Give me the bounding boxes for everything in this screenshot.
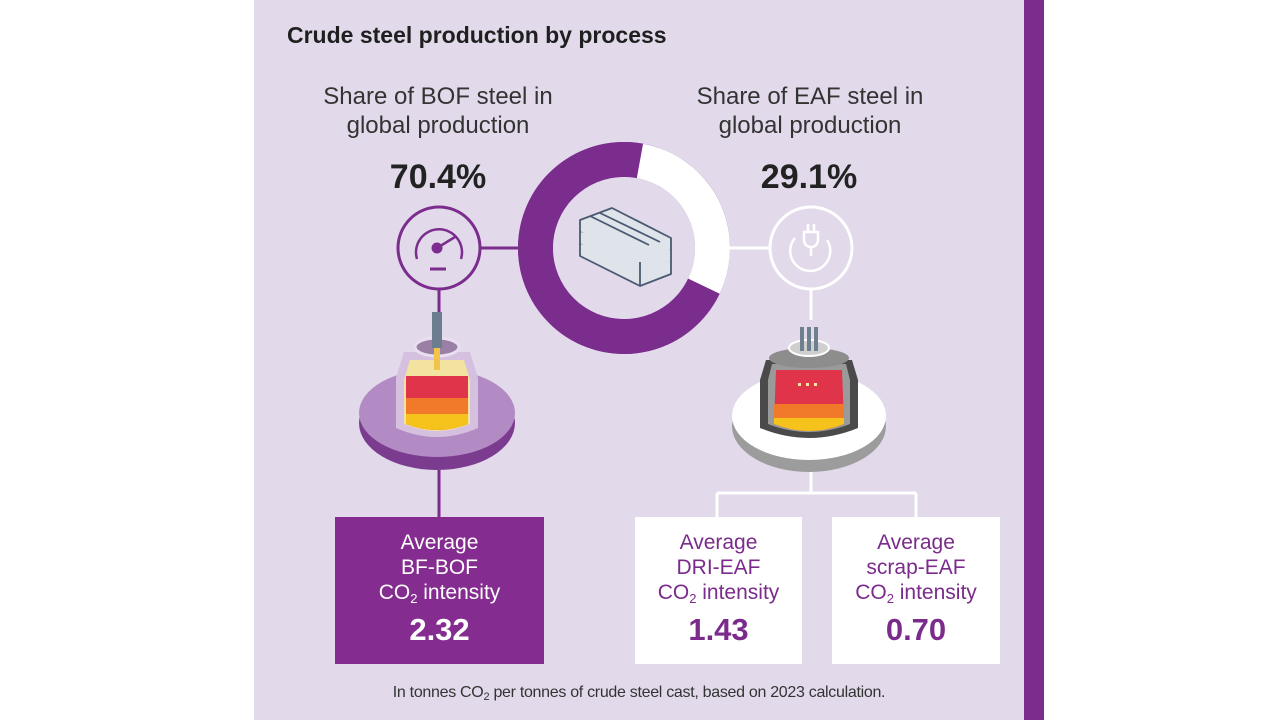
eaf-share-value: 29.1% bbox=[760, 158, 858, 196]
bf-bof-label-line3: CO2 intensity bbox=[378, 581, 501, 606]
eaf-share-label-line2: global production bbox=[718, 112, 902, 139]
bof-share-label-line2: global production bbox=[346, 112, 530, 139]
scrap-eaf-label-line3: CO2 intensity bbox=[855, 581, 977, 606]
gauge-icon bbox=[396, 205, 482, 291]
bf-bof-intensity-box: Average BF-BOF CO2 intensity 2.32 bbox=[335, 517, 544, 664]
eaf-share-label-line1: Share of EAF steel in bbox=[696, 83, 924, 110]
dri-eaf-label-line3: CO2 intensity bbox=[657, 581, 780, 606]
eaf-share-label: Share of EAF steel in global production bbox=[672, 82, 948, 140]
scrap-eaf-intensity-value: 0.70 bbox=[885, 612, 947, 647]
dri-eaf-label-line2: DRI-EAF bbox=[676, 556, 761, 579]
footnote: In tonnes CO2 per tonnes of crude steel … bbox=[392, 684, 886, 703]
steel-bars-icon bbox=[579, 207, 672, 287]
scrap-eaf-label-line1: Average bbox=[877, 531, 955, 554]
bf-bof-intensity-value: 2.32 bbox=[409, 612, 470, 647]
eaf-slice bbox=[636, 143, 730, 294]
bf-bof-intensity-label: Average BF-BOF CO2 intensity bbox=[335, 530, 544, 607]
bf-bof-label-line2: BF-BOF bbox=[401, 556, 478, 579]
dri-eaf-intensity-box: Average DRI-EAF CO2 intensity 1.43 bbox=[635, 517, 802, 664]
bof-furnace-icon bbox=[359, 312, 515, 470]
scrap-eaf-intensity-label: Average scrap-EAF CO2 intensity bbox=[832, 530, 1000, 607]
bof-connectors bbox=[437, 246, 520, 517]
eaf-connectors bbox=[715, 246, 918, 517]
plug-icon bbox=[768, 205, 854, 291]
eaf-furnace-icon bbox=[732, 327, 886, 472]
bof-share-label: Share of BOF steel in global production bbox=[300, 82, 576, 140]
bof-share-value: 70.4% bbox=[389, 158, 487, 196]
scrap-eaf-intensity-box: Average scrap-EAF CO2 intensity 0.70 bbox=[832, 517, 1000, 664]
chart-title: Crude steel production by process bbox=[287, 22, 667, 48]
dri-eaf-label-line1: Average bbox=[679, 531, 758, 554]
accent-bar bbox=[1024, 0, 1044, 720]
dri-eaf-intensity-value: 1.43 bbox=[688, 612, 749, 647]
bof-slice bbox=[517, 142, 720, 355]
dri-eaf-intensity-label: Average DRI-EAF CO2 intensity bbox=[635, 530, 802, 607]
scrap-eaf-label-line2: scrap-EAF bbox=[866, 556, 966, 579]
bof-share-label-line1: Share of BOF steel in bbox=[323, 83, 553, 110]
bf-bof-label-line1: Average bbox=[400, 531, 479, 554]
